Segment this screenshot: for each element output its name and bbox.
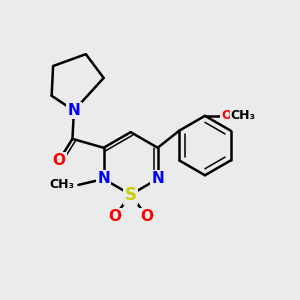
- Text: O: O: [140, 209, 154, 224]
- Text: S: S: [125, 186, 137, 204]
- Text: O: O: [108, 209, 121, 224]
- Text: O: O: [52, 153, 66, 168]
- Text: CH₃: CH₃: [50, 178, 75, 191]
- Text: O: O: [221, 109, 232, 122]
- Text: CH₃: CH₃: [230, 109, 255, 122]
- Text: N: N: [68, 103, 80, 118]
- Text: N: N: [151, 172, 164, 187]
- Text: N: N: [97, 172, 110, 187]
